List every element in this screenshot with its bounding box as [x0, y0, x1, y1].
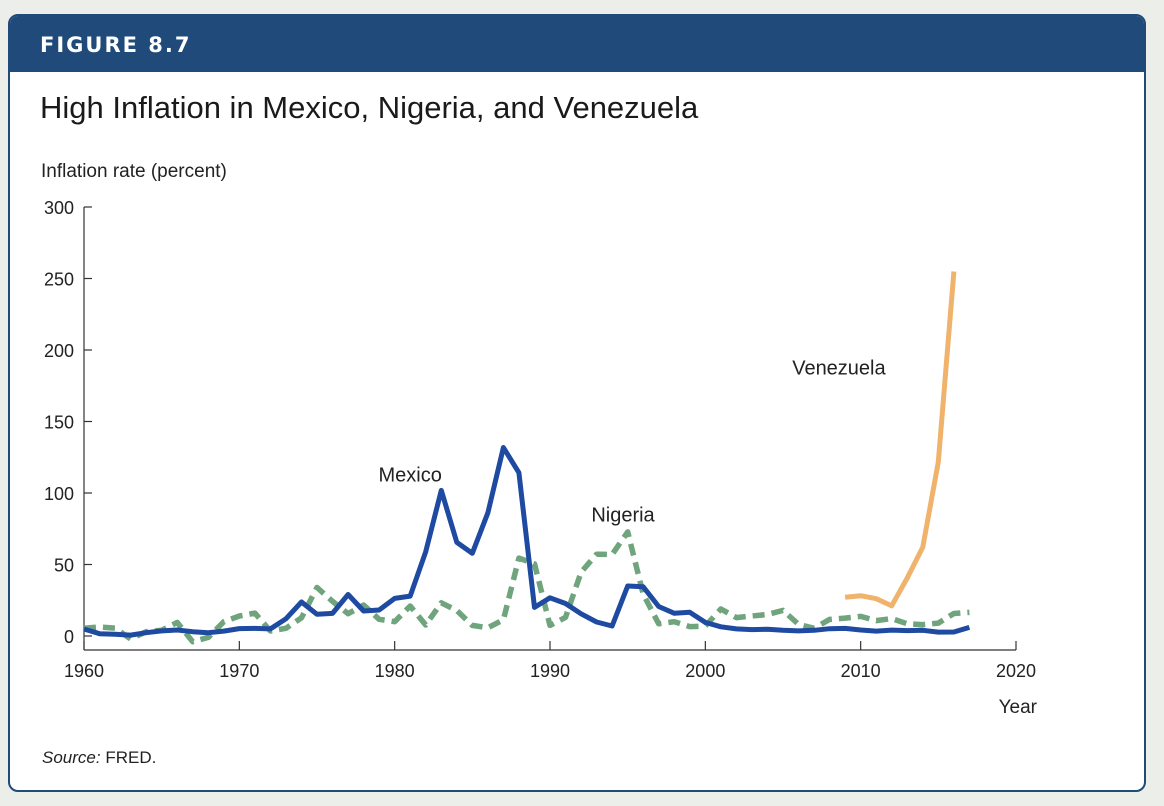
- y-tick-label: 300: [44, 198, 74, 218]
- y-tick-label: 100: [44, 484, 74, 504]
- y-tick-label: 150: [44, 413, 74, 433]
- source-note: Source: FRED.: [42, 748, 156, 768]
- y-axis-label: Inflation rate (percent): [41, 161, 227, 182]
- x-tick-label: 1970: [219, 661, 259, 681]
- figure-label: FIGURE 8.7: [10, 16, 1144, 72]
- x-tick-label: 1980: [375, 661, 415, 681]
- series-line-mexico: [83, 445, 971, 638]
- series-label-mexico: Mexico: [379, 465, 442, 487]
- y-tick-label: 50: [54, 556, 74, 576]
- series-label-nigeria: Nigeria: [591, 505, 655, 527]
- y-tick-label: 0: [64, 627, 74, 647]
- series-label-venezuela: Venezuela: [792, 357, 886, 379]
- axes: 0 50 100 150 200 250 300 1960 1970 1980 1990 2000 20…: [44, 198, 1036, 681]
- y-tick-label: 200: [44, 341, 74, 361]
- series-lines: [83, 271, 971, 645]
- chart-title: High Inflation in Mexico, Nigeria, and V…: [40, 90, 699, 125]
- x-tick-label: 2020: [996, 661, 1036, 681]
- series-line-venezuela: [844, 271, 957, 609]
- x-axis-label: Year: [999, 697, 1038, 718]
- x-tick-label: 2010: [841, 661, 881, 681]
- source-text: FRED.: [100, 748, 157, 767]
- x-tick-label: 1990: [530, 661, 570, 681]
- y-tick-label: 250: [44, 270, 74, 290]
- x-tick-label: 2000: [685, 661, 725, 681]
- source-prefix: Source:: [42, 748, 101, 767]
- x-tick-label: 1960: [64, 661, 104, 681]
- series-labels: Mexico Nigeria Venezuela: [379, 357, 887, 526]
- figure-card: FIGURE 8.7 High Inflation in Mexico, Nig…: [8, 14, 1146, 792]
